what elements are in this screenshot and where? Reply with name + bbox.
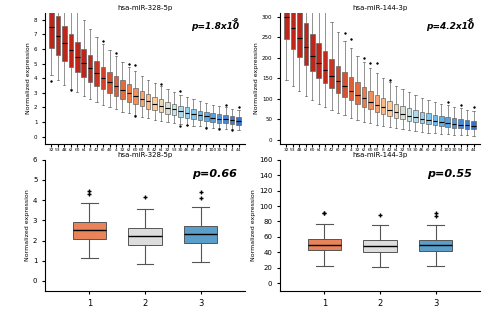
PathPatch shape — [88, 55, 92, 82]
PathPatch shape — [101, 67, 105, 90]
PathPatch shape — [284, 0, 288, 39]
PathPatch shape — [140, 91, 144, 106]
Title: hsa-miR-144-3p: hsa-miR-144-3p — [352, 5, 408, 11]
Y-axis label: Normalized expression: Normalized expression — [251, 189, 256, 261]
PathPatch shape — [120, 80, 124, 99]
PathPatch shape — [426, 114, 430, 124]
PathPatch shape — [400, 106, 405, 119]
Text: -6: -6 — [467, 18, 474, 23]
PathPatch shape — [108, 72, 112, 93]
PathPatch shape — [452, 119, 456, 128]
PathPatch shape — [146, 94, 150, 109]
PathPatch shape — [198, 110, 202, 120]
PathPatch shape — [56, 17, 60, 55]
PathPatch shape — [419, 240, 452, 251]
PathPatch shape — [368, 91, 372, 109]
Text: p=4.2x10: p=4.2x10 — [426, 22, 474, 31]
PathPatch shape — [420, 112, 424, 123]
Text: p=0.55: p=0.55 — [427, 169, 472, 179]
PathPatch shape — [472, 121, 476, 129]
PathPatch shape — [178, 106, 182, 117]
PathPatch shape — [342, 72, 347, 97]
PathPatch shape — [297, 12, 302, 57]
PathPatch shape — [374, 95, 379, 112]
PathPatch shape — [236, 117, 241, 125]
PathPatch shape — [166, 102, 170, 114]
PathPatch shape — [62, 26, 66, 61]
PathPatch shape — [230, 116, 234, 124]
Text: -9: -9 — [232, 18, 239, 23]
PathPatch shape — [217, 114, 222, 123]
PathPatch shape — [381, 98, 386, 114]
Text: p=0.66: p=0.66 — [192, 169, 237, 179]
PathPatch shape — [128, 228, 162, 244]
Title: hsa-miR-328-5p: hsa-miR-328-5p — [118, 152, 172, 158]
PathPatch shape — [388, 101, 392, 116]
PathPatch shape — [439, 116, 444, 126]
PathPatch shape — [224, 115, 228, 123]
PathPatch shape — [49, 7, 54, 48]
PathPatch shape — [308, 239, 341, 250]
Y-axis label: Normalized expression: Normalized expression — [254, 42, 259, 114]
PathPatch shape — [191, 109, 196, 119]
PathPatch shape — [323, 51, 328, 83]
PathPatch shape — [310, 33, 314, 71]
PathPatch shape — [114, 76, 118, 96]
PathPatch shape — [126, 84, 131, 102]
PathPatch shape — [152, 97, 157, 110]
PathPatch shape — [330, 59, 334, 88]
PathPatch shape — [94, 61, 99, 86]
PathPatch shape — [159, 99, 164, 112]
PathPatch shape — [172, 104, 176, 115]
PathPatch shape — [362, 87, 366, 107]
PathPatch shape — [133, 88, 138, 104]
PathPatch shape — [75, 42, 80, 72]
PathPatch shape — [290, 0, 295, 49]
Y-axis label: Normalized expression: Normalized expression — [25, 189, 30, 261]
PathPatch shape — [184, 107, 189, 118]
PathPatch shape — [204, 112, 208, 121]
PathPatch shape — [68, 34, 73, 67]
PathPatch shape — [184, 226, 217, 243]
PathPatch shape — [394, 104, 398, 118]
Title: hsa-miR-144-3p: hsa-miR-144-3p — [352, 152, 408, 158]
PathPatch shape — [73, 222, 106, 239]
PathPatch shape — [364, 240, 396, 252]
PathPatch shape — [407, 108, 412, 121]
PathPatch shape — [210, 113, 215, 122]
PathPatch shape — [82, 49, 86, 77]
PathPatch shape — [432, 115, 437, 125]
Title: hsa-miR-328-5p: hsa-miR-328-5p — [118, 5, 172, 11]
PathPatch shape — [355, 82, 360, 104]
PathPatch shape — [446, 117, 450, 127]
PathPatch shape — [348, 77, 353, 100]
PathPatch shape — [465, 120, 469, 129]
PathPatch shape — [304, 23, 308, 64]
Y-axis label: Normalized expression: Normalized expression — [26, 42, 31, 114]
PathPatch shape — [316, 43, 321, 78]
PathPatch shape — [458, 120, 463, 128]
Text: p=1.8x10: p=1.8x10 — [191, 22, 239, 31]
PathPatch shape — [336, 66, 340, 93]
PathPatch shape — [413, 110, 418, 122]
